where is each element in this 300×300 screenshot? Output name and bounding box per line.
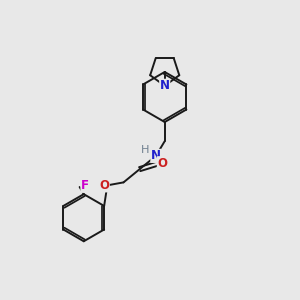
Text: N: N <box>160 79 170 92</box>
Text: H: H <box>141 145 150 155</box>
Text: N: N <box>151 149 161 162</box>
Text: O: O <box>99 179 110 192</box>
Text: F: F <box>81 179 89 192</box>
Text: O: O <box>158 157 167 170</box>
